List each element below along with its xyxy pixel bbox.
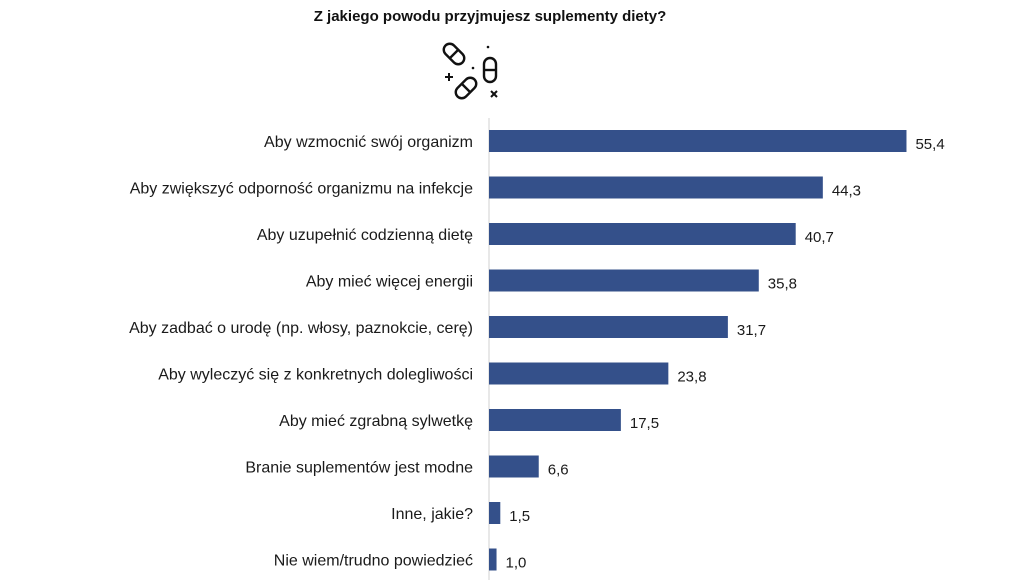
bar: [489, 362, 669, 385]
bar: [489, 316, 728, 338]
bar: [489, 176, 823, 199]
value-label: 35,8: [768, 276, 797, 293]
category-label: Aby zadbać o urodę (np. włosy, paznokcie…: [129, 320, 473, 337]
value-label: 31,7: [737, 322, 766, 339]
category-label: Aby zwiększyć odporność organizmu na inf…: [130, 181, 473, 198]
category-label: Aby wzmocnić swój organizm: [264, 134, 473, 151]
value-label: 55,4: [915, 136, 944, 153]
value-label: 17,5: [630, 415, 659, 432]
value-label: 23,8: [677, 369, 706, 386]
bar: [489, 223, 796, 245]
chart-title: Z jakiego powodu przyjmujesz suplementy …: [313, 8, 667, 25]
category-label: Aby uzupełnić codzienną dietę: [257, 227, 473, 244]
category-label: Aby wyleczyć się z konkretnych dolegliwo…: [158, 367, 473, 384]
pills-icon: [442, 42, 498, 100]
value-label: 1,0: [506, 555, 527, 572]
value-label: 40,7: [805, 229, 834, 246]
bar: [489, 409, 621, 431]
bar: [489, 269, 759, 292]
category-label: Branie suplementów jest modne: [245, 460, 473, 477]
value-label: 1,5: [509, 508, 530, 525]
category-label: Aby mieć zgrabną sylwetkę: [279, 413, 473, 430]
category-label: Aby mieć więcej energii: [306, 274, 473, 291]
bar: [489, 455, 539, 478]
bar: [489, 130, 907, 152]
category-label: Inne, jakie?: [391, 506, 473, 523]
bar: [489, 548, 497, 571]
category-label: Nie wiem/trudno powiedzieć: [274, 553, 473, 570]
value-label: 44,3: [832, 183, 861, 200]
bar: [489, 502, 501, 524]
value-label: 6,6: [548, 462, 569, 479]
